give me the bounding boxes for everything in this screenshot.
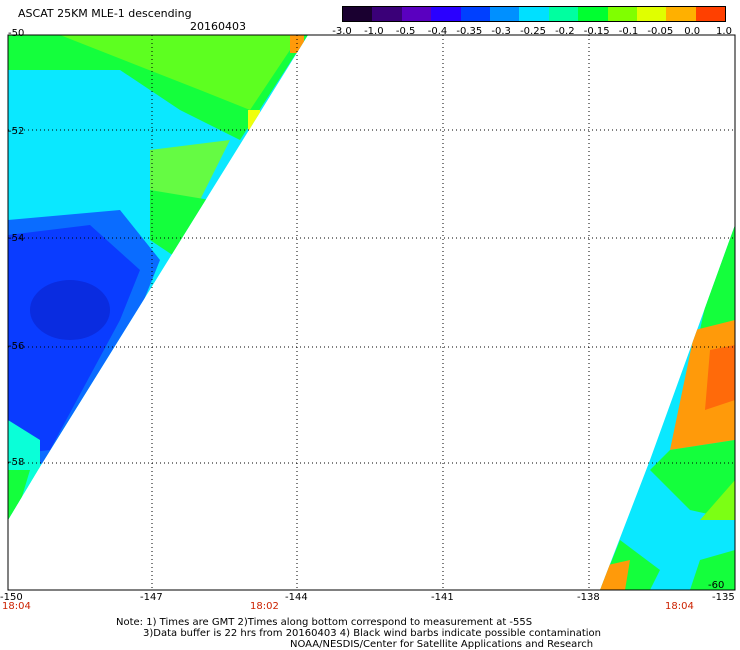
lon-label: -150	[0, 592, 23, 603]
colorbar-label: -0.25	[520, 26, 546, 37]
colorbar-segment	[578, 7, 608, 21]
colorbar-label: -0.05	[647, 26, 674, 37]
grid	[8, 35, 735, 590]
lat-label: -58	[8, 457, 25, 468]
colorbar-segment	[401, 7, 432, 21]
colorbar-segment	[372, 7, 402, 21]
colorbar-segment	[548, 7, 579, 21]
colorbar-label: -0.5	[395, 26, 416, 37]
map-date: 20160403	[190, 20, 246, 33]
lat-label: -52	[8, 126, 25, 137]
note-line-1: Note: 1) Times are GMT 2)Times along bot…	[116, 617, 533, 628]
lat-label: -56	[8, 341, 25, 352]
colorbar-label: -0.15	[583, 26, 610, 37]
lat-label: -54	[8, 233, 25, 244]
lon-label: -144	[285, 592, 308, 603]
colorbar-segment	[636, 7, 667, 21]
note-line-2: 3)Data buffer is 22 hrs from 20160403 4)…	[143, 628, 601, 639]
lon-label: -141	[431, 592, 454, 603]
right-swath	[600, 225, 735, 590]
colorbar-segment	[695, 7, 726, 21]
colorbar-label: 0.0	[684, 26, 701, 37]
colorbar-label: -0.2	[555, 26, 575, 37]
colorbar-label: -0.3	[491, 26, 511, 37]
colorbar-segment	[607, 7, 637, 21]
colorbar-label: -0.35	[456, 26, 483, 37]
colorbar-segment	[343, 7, 373, 21]
colorbar-segment	[431, 7, 461, 21]
colorbar	[342, 6, 726, 22]
colorbar-label: -0.1	[618, 26, 639, 37]
colorbar-segment	[666, 7, 696, 21]
map-title: ASCAT 25KM MLE-1 descending	[18, 7, 192, 20]
lat-label: -50	[8, 28, 25, 39]
lon-label: -138	[577, 592, 600, 603]
lat-label: -60	[708, 580, 725, 591]
lon-label: -147	[140, 592, 163, 603]
colorbar-segment	[519, 7, 549, 21]
colorbar-label: -0.4	[427, 26, 448, 37]
time-label-left: 18:04	[2, 601, 31, 612]
left-swath	[8, 35, 308, 520]
colorbar-segment	[460, 7, 490, 21]
colorbar-segment	[489, 7, 520, 21]
lon-label: -135	[712, 592, 735, 603]
colorbar-label: 1.0	[716, 26, 732, 37]
time-label-middle: 18:02	[250, 601, 279, 612]
colorbar-label: -1.0	[364, 26, 384, 37]
note-line-3: NOAA/NESDIS/Center for Satellite Applica…	[290, 639, 594, 650]
time-label-right: 18:04	[665, 601, 694, 612]
colorbar-label: -3.0	[332, 26, 352, 37]
